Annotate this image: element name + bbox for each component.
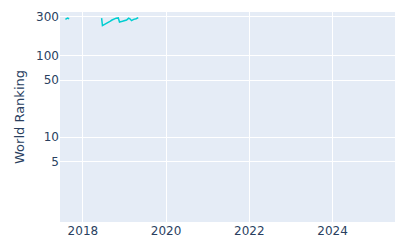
svg-text:50: 50: [44, 73, 59, 87]
svg-text:100: 100: [36, 49, 59, 63]
svg-text:2018: 2018: [68, 224, 99, 238]
svg-text:World Ranking: World Ranking: [12, 70, 27, 164]
svg-text:300: 300: [36, 10, 59, 24]
svg-text:2022: 2022: [234, 224, 265, 238]
svg-text:2020: 2020: [151, 224, 182, 238]
svg-text:5: 5: [51, 155, 59, 169]
svg-text:10: 10: [44, 130, 59, 144]
svg-text:2024: 2024: [317, 224, 348, 238]
